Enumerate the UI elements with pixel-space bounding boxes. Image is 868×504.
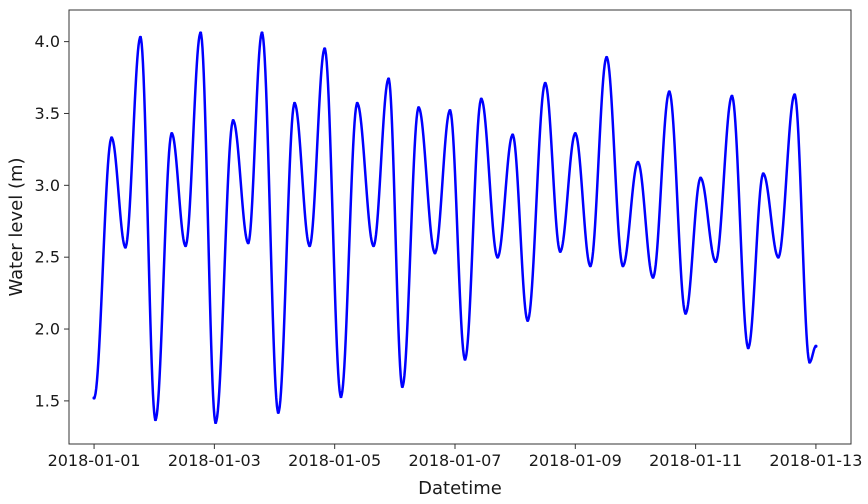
data-point [683,311,688,315]
data-point [746,346,750,350]
data-point [400,384,404,389]
data-point [214,420,218,425]
data-point [198,31,203,35]
plot-frame [68,9,852,445]
x-tick-label: 2018-01-11 [649,451,742,470]
data-point [730,94,734,98]
y-tick-label: 3.5 [35,104,60,123]
data-point [448,109,452,113]
data-point [92,396,96,400]
y-tick-label: 1.5 [35,391,60,410]
y-axis-label: Water level (m) [6,157,27,296]
data-point [138,35,143,39]
x-axis-label: Datetime [418,478,502,499]
x-axis: 2018-01-01 2018-01-03 2018-01-05 2018-01-07… [48,444,862,470]
data-point [793,93,797,97]
data-point [496,255,500,259]
series-line-0 [93,31,817,424]
data-point [699,176,703,180]
data-point [588,264,592,268]
data-point [714,259,718,264]
data-point [260,31,264,35]
data-point [323,47,327,51]
data-point [511,133,515,137]
series-group [92,31,818,425]
data-point [605,55,609,60]
x-tick-label: 2018-01-03 [168,451,261,470]
y-tick-label: 2.5 [35,248,60,267]
data-point [667,90,671,94]
y-tick-label: 3.0 [35,176,60,195]
data-point [246,241,250,245]
data-point [479,97,483,101]
y-tick-label: 4.0 [35,32,60,51]
y-tick-label: 2.0 [35,320,60,339]
data-point [621,264,625,268]
x-tick-label: 2018-01-09 [529,451,622,470]
data-point [558,249,562,254]
x-tick-label: 2018-01-07 [408,451,501,470]
data-point [573,131,577,136]
data-point [651,275,655,279]
data-point [371,244,376,248]
data-point [543,81,547,85]
data-point [636,160,640,164]
data-point [308,244,312,248]
x-tick-label: 2018-01-05 [288,451,381,470]
x-tick-label: 2018-01-01 [48,451,141,470]
data-point [526,318,530,323]
data-point [433,251,437,255]
data-point [231,119,235,123]
data-point [123,245,127,249]
data-point [110,136,114,140]
data-point [339,394,343,399]
data-point [808,360,812,364]
data-point [276,410,280,414]
data-point [355,101,359,106]
x-tick-label: 2018-01-13 [769,451,862,470]
data-point [386,77,391,81]
data-point [417,106,421,110]
data-point [170,131,174,136]
data-point [463,357,467,361]
data-point [292,101,297,106]
data-point [153,417,158,422]
data-point [776,255,780,259]
y-axis: 1.5 2.0 2.5 3.0 3.5 4.0 [35,32,69,410]
data-point [814,344,818,348]
data-point [761,172,765,176]
data-point [183,244,188,248]
